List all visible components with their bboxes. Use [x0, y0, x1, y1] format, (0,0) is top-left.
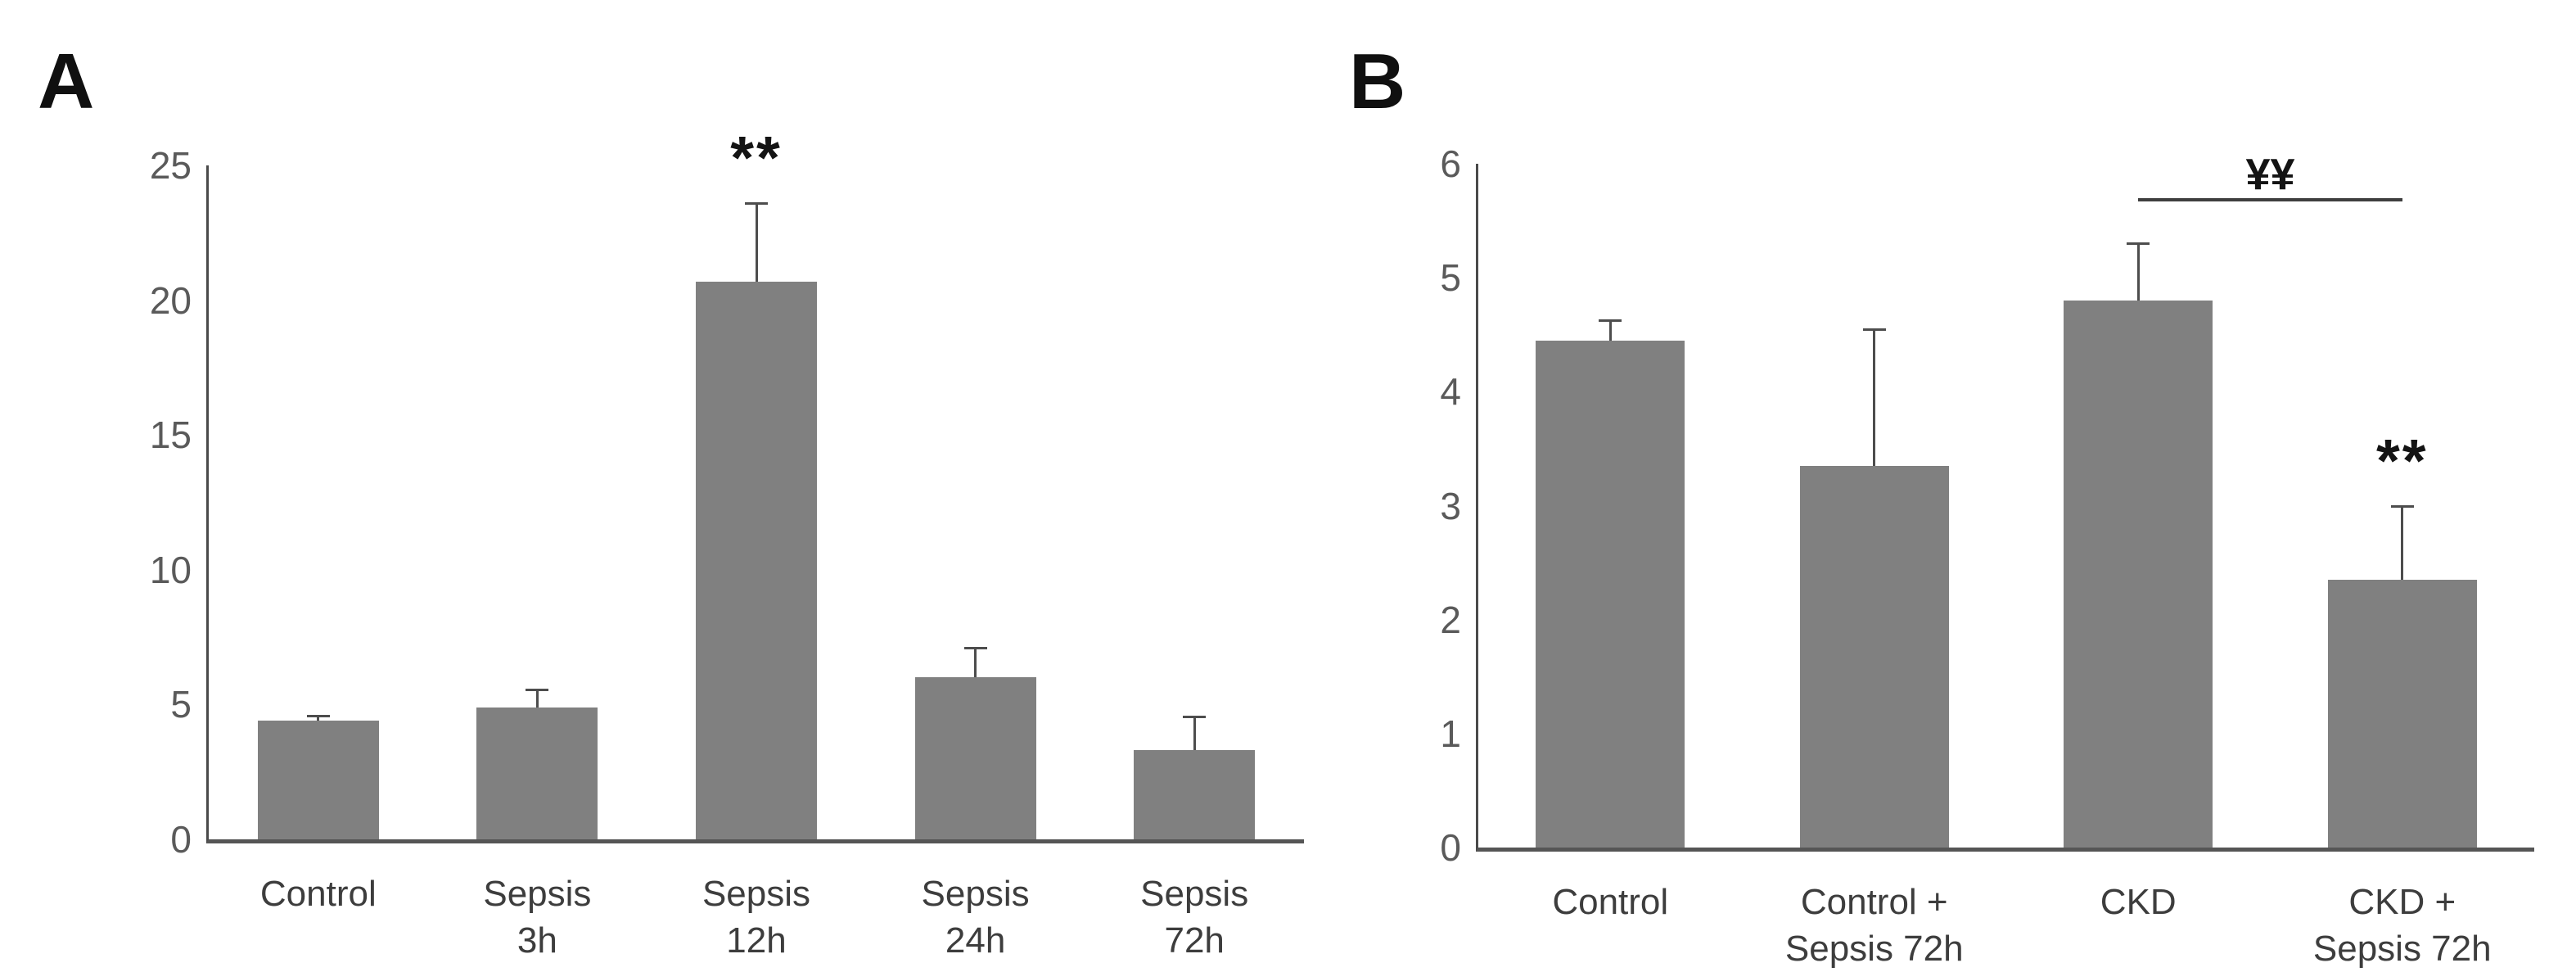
- error-bar-sepsis-3h: [535, 689, 539, 708]
- y-tick-label-0: 0: [1440, 826, 1461, 869]
- y-tick-label-5: 5: [1440, 256, 1461, 300]
- error-bar-sepsis-24h: [974, 648, 977, 678]
- y-tick-label-25: 25: [149, 144, 192, 187]
- bar-sepsis-12h: [696, 281, 817, 839]
- error-bar-cap-control: [1599, 319, 1622, 322]
- x-category-label-ckd: CKD: [2100, 882, 2177, 922]
- x-category-label-sepsis-72h: Sepsis 72h: [1140, 874, 1249, 961]
- y-tick-label-10: 10: [149, 548, 192, 591]
- significance-marker-sepsis-12h: **: [730, 124, 783, 192]
- bar-sepsis-24h: [914, 677, 1036, 839]
- y-tick-label-3: 3: [1440, 484, 1461, 527]
- error-bar-cap-ckd: [2127, 242, 2150, 246]
- error-bar-sepsis-72h: [1193, 717, 1196, 751]
- y-tick-label-0: 0: [170, 818, 192, 861]
- significance-bracket-line: [2138, 197, 2402, 201]
- error-bar-cap-control-sepsis-72h: [1862, 328, 1886, 331]
- x-category-label-sepsis-3h: Sepsis 3h: [483, 874, 592, 961]
- bar-sepsis-3h: [476, 707, 598, 839]
- y-tick-label-2: 2: [1440, 598, 1461, 641]
- error-bar-cap-sepsis-24h: [963, 647, 987, 650]
- bar-control: [1536, 340, 1685, 848]
- error-bar-control: [317, 715, 320, 721]
- error-bar-control: [1608, 319, 1612, 341]
- error-bar-ckd-sepsis-72h: [2401, 505, 2404, 580]
- bar-sepsis-72h: [1134, 750, 1256, 839]
- error-bar-cap-sepsis-3h: [526, 689, 549, 692]
- bar-control-sepsis-72h: [1799, 465, 1949, 848]
- bar-ckd-sepsis-72h: [2327, 579, 2477, 848]
- y-tick-label-6: 6: [1440, 142, 1461, 185]
- y-tick-label-5: 5: [170, 683, 192, 726]
- plot-area-a: 0 5 10 15 20 25 Control Sepsis 3h ** Sepsis 12h Se…: [150, 128, 1304, 961]
- panel-letter-b: B: [1349, 38, 1406, 125]
- x-category-label-control: Control: [1552, 882, 1669, 922]
- y-tick-label-1: 1: [1440, 712, 1461, 755]
- error-bar-cap-sepsis-72h: [1183, 716, 1207, 719]
- x-category-label-ckd-sepsis-72h: CKD + Sepsis 72h: [2312, 882, 2492, 970]
- bar-ckd: [2064, 301, 2213, 848]
- plot-area-b: 0 1 2 3 4 5 6 Control Control + Sepsis 72h CKD ** C…: [1440, 145, 2534, 969]
- error-bar-cap-control: [306, 714, 330, 717]
- significance-bracket-label: ¥¥: [2245, 149, 2295, 199]
- error-bar-control-sepsis-72h: [1873, 328, 1876, 466]
- bar-control: [257, 721, 379, 839]
- y-tick-label-20: 20: [149, 278, 192, 322]
- y-tick-label-4: 4: [1440, 370, 1461, 414]
- error-bar-sepsis-12h: [755, 203, 758, 282]
- error-bar-ckd: [2136, 243, 2140, 301]
- error-bar-cap-sepsis-12h: [745, 202, 768, 206]
- x-category-label-sepsis-12h: Sepsis 12h: [702, 874, 811, 961]
- x-category-label-control: Control: [259, 874, 377, 914]
- y-tick-label-15: 15: [149, 414, 192, 457]
- significance-marker-ckd-sepsis-72h: **: [2375, 426, 2429, 495]
- x-category-label-sepsis-24h: Sepsis 24h: [921, 874, 1030, 961]
- error-bar-cap-ckd-sepsis-72h: [2390, 504, 2414, 508]
- panel-letter-a: A: [38, 38, 95, 125]
